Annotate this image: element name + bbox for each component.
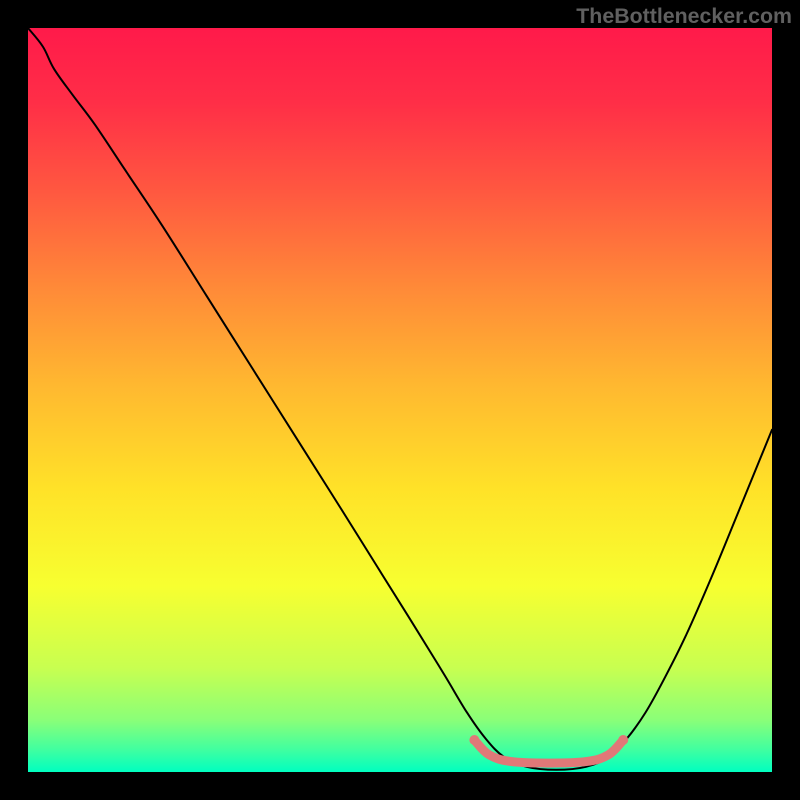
watermark-text: TheBottlenecker.com: [576, 4, 792, 29]
highlight-marker-left: [469, 735, 479, 745]
plot-area: [28, 28, 772, 772]
chart-container: TheBottlenecker.com: [0, 0, 800, 800]
gradient-background: [28, 28, 772, 772]
highlight-marker-right: [618, 735, 628, 745]
chart-svg: [28, 28, 772, 772]
